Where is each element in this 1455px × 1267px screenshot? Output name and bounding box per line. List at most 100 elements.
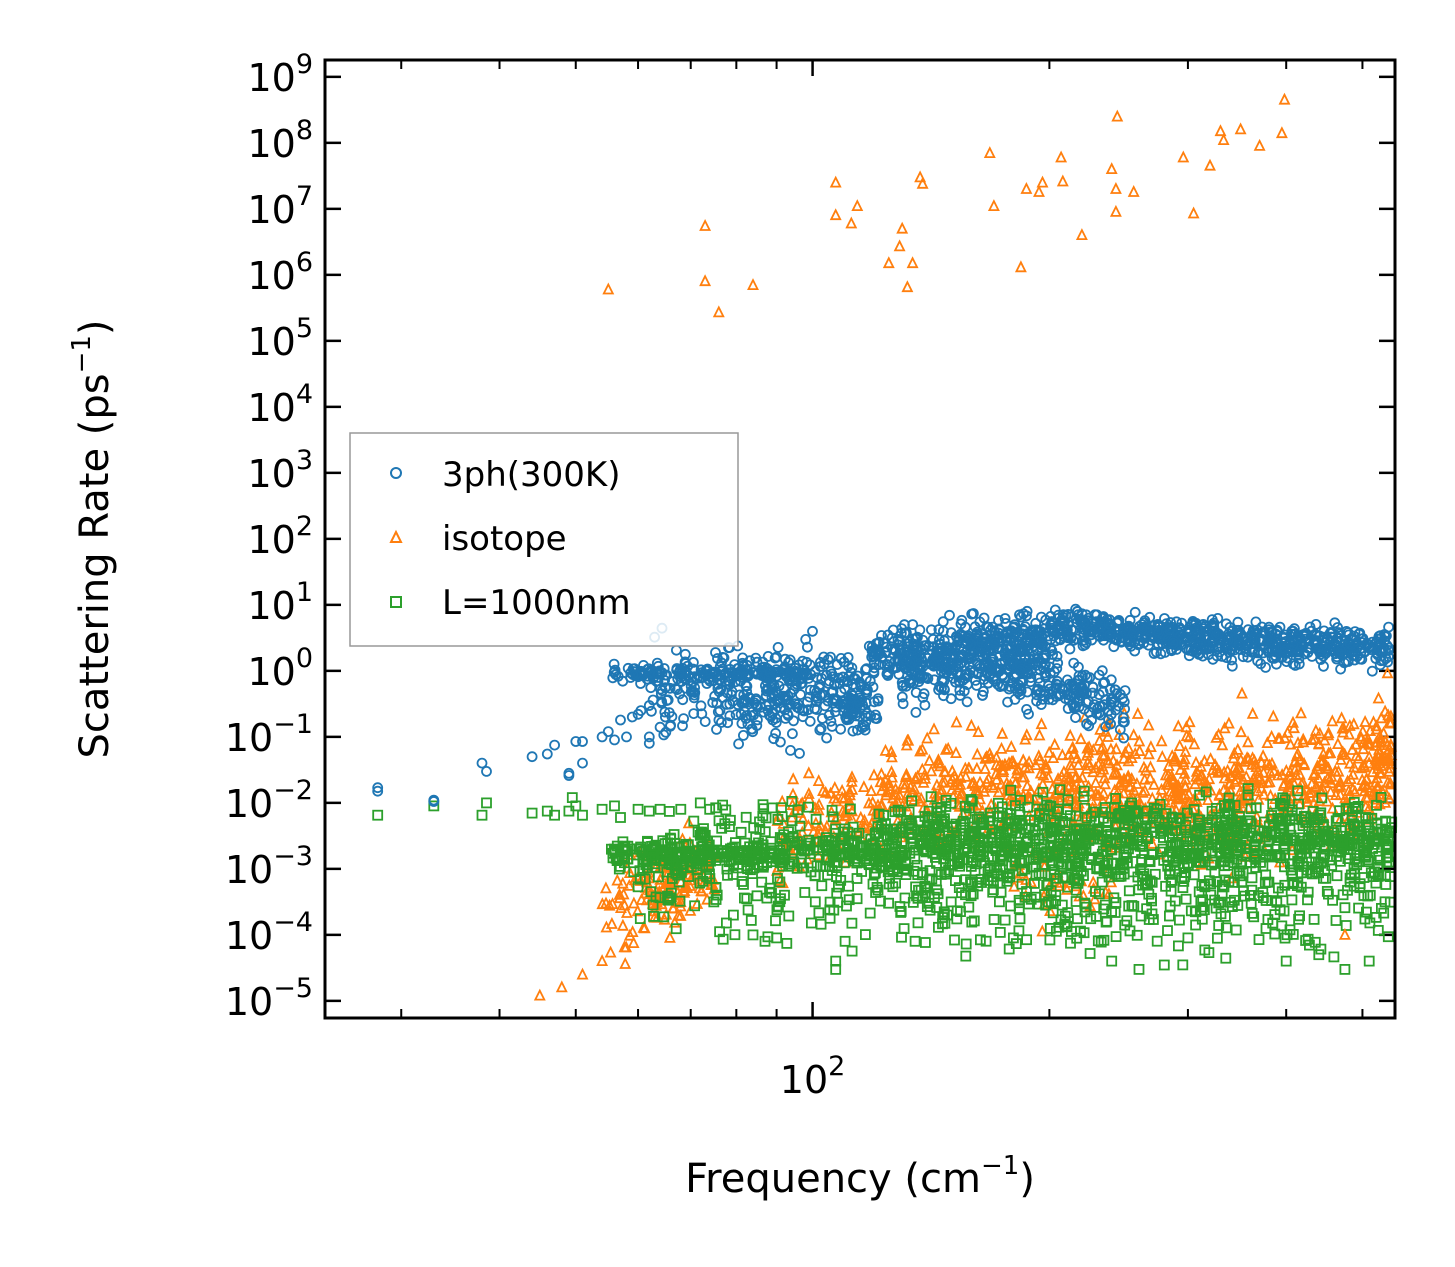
- point-isotope: [627, 896, 640, 909]
- axis-ticks: [325, 60, 1395, 1018]
- point-3ph: [797, 711, 809, 723]
- point-isotope: [1032, 749, 1045, 762]
- point-isotope: [1305, 777, 1318, 789]
- point-isotope: [824, 786, 837, 799]
- point-isotope: [1022, 761, 1035, 774]
- point-isotope: [836, 783, 849, 796]
- point-isotope: [985, 778, 998, 791]
- point-isotope: [1093, 733, 1106, 746]
- point-isotope: [1227, 751, 1240, 764]
- point-boundary: [817, 860, 829, 872]
- point-isotope: [1178, 766, 1191, 779]
- point-isotope: [1180, 729, 1193, 742]
- point-isotope: [1112, 785, 1125, 798]
- point-boundary: [813, 851, 825, 862]
- point-isotope: [1235, 725, 1248, 738]
- point-isotope: [1293, 767, 1306, 780]
- point-isotope: [1168, 773, 1180, 786]
- point-isotope: [1089, 786, 1102, 799]
- point-isotope: [1265, 729, 1278, 742]
- point-isotope: [1101, 729, 1114, 742]
- point-isotope: [1195, 768, 1208, 781]
- point-boundary: [756, 876, 768, 888]
- point-isotope: [1179, 744, 1192, 757]
- point-boundary: [1084, 948, 1096, 959]
- point-isotope: [1331, 737, 1344, 749]
- point-3ph: [944, 609, 955, 621]
- point-boundary: [1021, 934, 1032, 946]
- point-isotope: [846, 770, 858, 783]
- point-isotope: [817, 784, 829, 796]
- point-isotope: [1005, 739, 1018, 752]
- point-boundary: [773, 900, 784, 912]
- point-3ph: [772, 642, 784, 653]
- point-isotope: [972, 725, 985, 737]
- point-isotope: [1039, 757, 1052, 770]
- point-3ph: [788, 715, 799, 727]
- point-boundary: [713, 815, 725, 827]
- point-boundary: [898, 923, 910, 934]
- point-isotope: [1234, 784, 1247, 797]
- point-isotope: [885, 745, 898, 757]
- point-boundary: [648, 911, 659, 922]
- point-isotope: [953, 799, 966, 812]
- point-isotope: [668, 915, 681, 928]
- point-isotope: [1110, 742, 1123, 755]
- point-isotope: [996, 726, 1009, 739]
- point-isotope: [1222, 716, 1235, 729]
- point-isotope: [1336, 745, 1349, 758]
- point-boundary: [697, 875, 709, 887]
- point-boundary: [692, 863, 703, 875]
- point-isotope: [939, 742, 952, 755]
- point-boundary: [813, 907, 825, 919]
- point-boundary: [772, 872, 783, 884]
- point-boundary: [1339, 902, 1351, 914]
- point-isotope: [1064, 728, 1077, 741]
- point-boundary: [672, 865, 684, 877]
- point-isotope: [990, 757, 1003, 770]
- point-isotope: [971, 747, 984, 760]
- point-boundary: [634, 913, 646, 924]
- point-isotope: [1260, 756, 1273, 769]
- point-isotope: [974, 775, 986, 788]
- point-isotope: [1361, 791, 1374, 803]
- point-isotope: [1277, 778, 1290, 791]
- point-boundary: [663, 858, 675, 870]
- point-isotope: [939, 765, 952, 778]
- point-3ph: [835, 723, 846, 735]
- point-boundary: [657, 835, 669, 847]
- point-boundary: [960, 950, 972, 962]
- point-isotope: [1136, 785, 1149, 798]
- point-boundary: [725, 814, 736, 826]
- point-isotope: [1044, 904, 1056, 916]
- point-isotope: [916, 742, 929, 755]
- point-boundary: [806, 917, 817, 929]
- point-boundary: [999, 914, 1011, 926]
- point-isotope: [614, 901, 627, 913]
- point-boundary: [727, 842, 738, 854]
- point-isotope: [921, 731, 934, 744]
- point-isotope: [1363, 737, 1376, 750]
- point-3ph: [1064, 643, 1076, 655]
- point-boundary: [674, 895, 686, 907]
- point-boundary: [760, 812, 772, 824]
- point-isotope: [1164, 795, 1177, 808]
- point-isotope: [631, 904, 644, 917]
- point-isotope: [970, 761, 983, 774]
- point-boundary: [1044, 934, 1056, 946]
- point-isotope: [1142, 747, 1155, 760]
- point-boundary: [1151, 935, 1163, 947]
- point-boundary: [640, 856, 652, 868]
- point-boundary: [728, 909, 739, 921]
- point-isotope: [1308, 732, 1321, 744]
- point-boundary: [796, 853, 807, 865]
- point-boundary: [742, 904, 754, 916]
- point-boundary: [658, 911, 670, 923]
- point-boundary: [649, 842, 661, 853]
- point-boundary: [840, 849, 851, 861]
- point-isotope: [1370, 722, 1383, 735]
- point-boundary: [826, 804, 838, 816]
- point-isotope: [1379, 704, 1392, 717]
- point-3ph: [1070, 712, 1081, 723]
- point-isotope: [1056, 748, 1069, 761]
